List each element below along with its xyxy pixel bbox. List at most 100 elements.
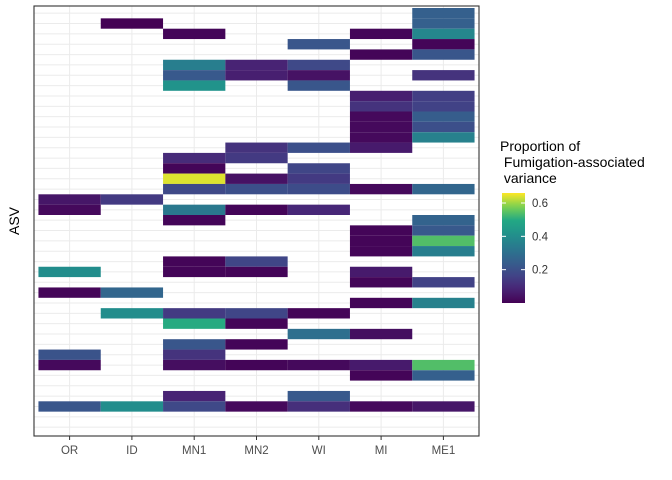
heatmap-cell [349,370,413,381]
heatmap-cell [349,401,413,412]
heatmap-cell [225,266,288,278]
colorbar-tick-label: 0.6 [532,198,548,210]
heatmap-cell [163,152,226,164]
heatmap-cell [287,204,350,215]
y-axis-title: ASV [6,206,22,235]
heatmap-cell [412,359,475,371]
heatmap-cell [163,204,226,215]
heatmap-cell [38,204,101,215]
heatmap-cell [225,339,288,350]
heatmap-cell [412,49,475,60]
heatmap-cell [349,101,413,112]
x-tick-label: ME1 [432,445,456,457]
heatmap-cell [412,297,475,309]
heatmap-cell [287,39,350,50]
heatmap-cell [412,8,475,19]
heatmap-cell [412,370,475,381]
heatmap-cell [225,183,288,195]
heatmap-cell [349,28,413,40]
heatmap-cell [163,215,226,226]
heatmap-cell [163,401,226,412]
heatmap-cell [349,121,413,133]
heatmap-cell [287,183,350,195]
heatmap-cell [349,142,413,153]
heatmap-cell [349,225,413,236]
heatmap-cell [287,70,350,81]
heatmap-cell [163,59,226,71]
heatmap-cell [225,401,288,412]
x-tick-label: WI [312,445,326,457]
heatmap-cell [38,194,101,205]
x-tick-label: MN1 [182,445,206,457]
heatmap-cell [287,80,350,91]
heatmap-cell [349,183,413,195]
heatmap-cell [38,266,101,278]
heatmap-cell [163,173,226,184]
heatmap-cell [349,328,413,340]
heatmap-cell [38,359,101,371]
heatmap-cell [225,308,288,319]
heatmap-cell [163,266,226,278]
heatmap-cell [412,90,475,102]
heatmap-cell [225,318,288,329]
heatmap-cell [287,163,350,174]
heatmap-cell [163,163,226,174]
heatmap-cell [412,70,475,81]
heatmap-cell [163,390,226,402]
heatmap-cell [349,246,413,257]
heatmap-cell [287,59,350,71]
heatmap-cell [412,132,475,143]
heatmap-cell [225,256,288,267]
heatmap-cell [412,225,475,236]
heatmap-cell [225,152,288,164]
heatmap-cell [163,308,226,319]
colorbar-tick-label: 0.2 [532,265,548,277]
heatmap-cell [412,215,475,226]
heatmap-cell [287,359,350,371]
heatmap-cell [100,18,164,29]
heatmap-cell [349,235,413,247]
heatmap-cell [287,173,350,184]
heatmap-cell [163,359,226,371]
x-axis: OR ID MN1 MN2 WI MI ME1 [61,436,455,457]
heatmap-cell [225,204,288,215]
heatmap-cell [412,246,475,257]
heatmap-cell [349,111,413,122]
heatmap-cells [38,8,475,412]
heatmap-cell [225,359,288,371]
heatmap-cell [163,318,226,329]
heatmap-cell [349,49,413,60]
heatmap-cell [225,70,288,81]
heatmap-cell [287,390,350,402]
heatmap-cell [225,59,288,71]
heatmap-cell [412,39,475,50]
heatmap-cell [100,401,164,412]
heatmap-cell [412,101,475,112]
heatmap-cell [412,277,475,288]
x-tick-label: OR [61,445,78,457]
heatmap-cell [163,183,226,195]
heatmap-cell [349,266,413,278]
heatmap-cell [349,297,413,309]
heatmap-cell [163,339,226,350]
colorbar [502,193,525,303]
heatmap-cell [38,349,101,360]
heatmap-cell [163,80,226,91]
heatmap-cell [38,401,101,412]
x-tick-label: ID [126,445,138,457]
heatmap-cell [349,277,413,288]
colorbar-legend: Proportion of Fumigation-associated vari… [500,138,645,303]
heatmap-cell [225,173,288,184]
heatmap-cell [412,183,475,195]
colorbar-tick-label: 0.4 [532,231,549,243]
heatmap-cell [349,132,413,143]
x-tick-label: MI [375,445,388,457]
heatmap-cell [100,287,164,298]
heatmap-cell [287,308,350,319]
heatmap-cell [100,308,164,319]
heatmap-cell [287,142,350,153]
heatmap-cell [225,142,288,153]
heatmap-cell [412,235,475,247]
heatmap-cell [412,401,475,412]
